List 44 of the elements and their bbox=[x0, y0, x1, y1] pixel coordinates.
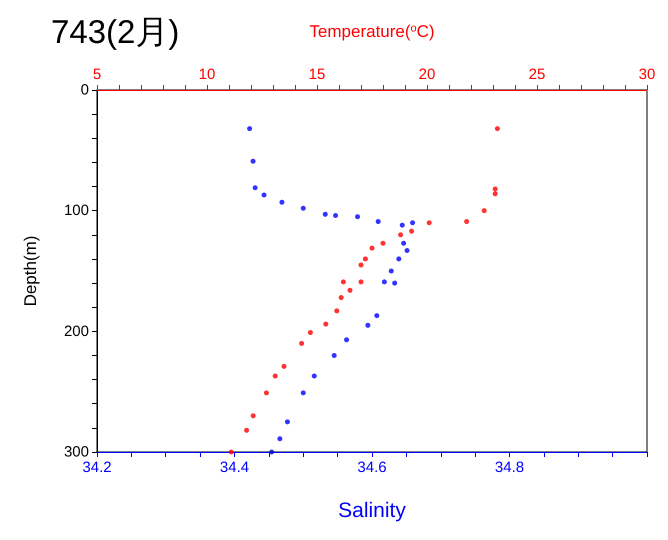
x2-tick-label: 5 bbox=[92, 66, 102, 83]
point bbox=[247, 126, 252, 132]
point bbox=[322, 212, 328, 217]
point bbox=[262, 192, 267, 198]
point bbox=[355, 214, 360, 220]
point bbox=[396, 256, 402, 262]
point bbox=[410, 220, 416, 226]
x2-tick-label: 15 bbox=[308, 66, 326, 83]
point bbox=[277, 436, 282, 442]
point bbox=[404, 248, 410, 253]
point bbox=[269, 450, 274, 454]
x-axis-title: Salinity bbox=[338, 499, 406, 522]
y-tick-label: 100 bbox=[64, 202, 89, 220]
x2-tick-label: 20 bbox=[418, 66, 436, 83]
point bbox=[300, 390, 306, 396]
point bbox=[333, 212, 338, 218]
point bbox=[382, 279, 387, 284]
point bbox=[392, 280, 398, 286]
y-tick-label: 200 bbox=[64, 322, 89, 340]
y-axis-title: Depth(m) bbox=[21, 236, 40, 306]
x-tick-label: 34.8 bbox=[494, 459, 524, 476]
point bbox=[279, 200, 284, 205]
point bbox=[284, 419, 290, 424]
point bbox=[300, 206, 306, 211]
point bbox=[401, 240, 406, 246]
y-tick-label: 0 bbox=[80, 82, 89, 98]
point bbox=[365, 322, 370, 328]
chart-title: 743(2月) bbox=[51, 13, 180, 50]
point bbox=[312, 373, 317, 378]
y-tick-label: 300 bbox=[64, 444, 89, 460]
x2-tick-label: 10 bbox=[198, 66, 216, 83]
point bbox=[376, 219, 381, 224]
point bbox=[400, 222, 405, 228]
point bbox=[344, 337, 350, 342]
point bbox=[388, 268, 394, 274]
point bbox=[374, 313, 380, 318]
x2-tick-label: 25 bbox=[528, 66, 546, 83]
point bbox=[250, 158, 256, 164]
x-tick-label: 34.4 bbox=[220, 459, 250, 476]
point bbox=[252, 185, 258, 190]
point bbox=[332, 352, 337, 358]
x-tick-label: 34.2 bbox=[82, 459, 112, 476]
x2-tick-label: 30 bbox=[638, 66, 656, 83]
x-tick-label: 34.6 bbox=[357, 459, 387, 476]
